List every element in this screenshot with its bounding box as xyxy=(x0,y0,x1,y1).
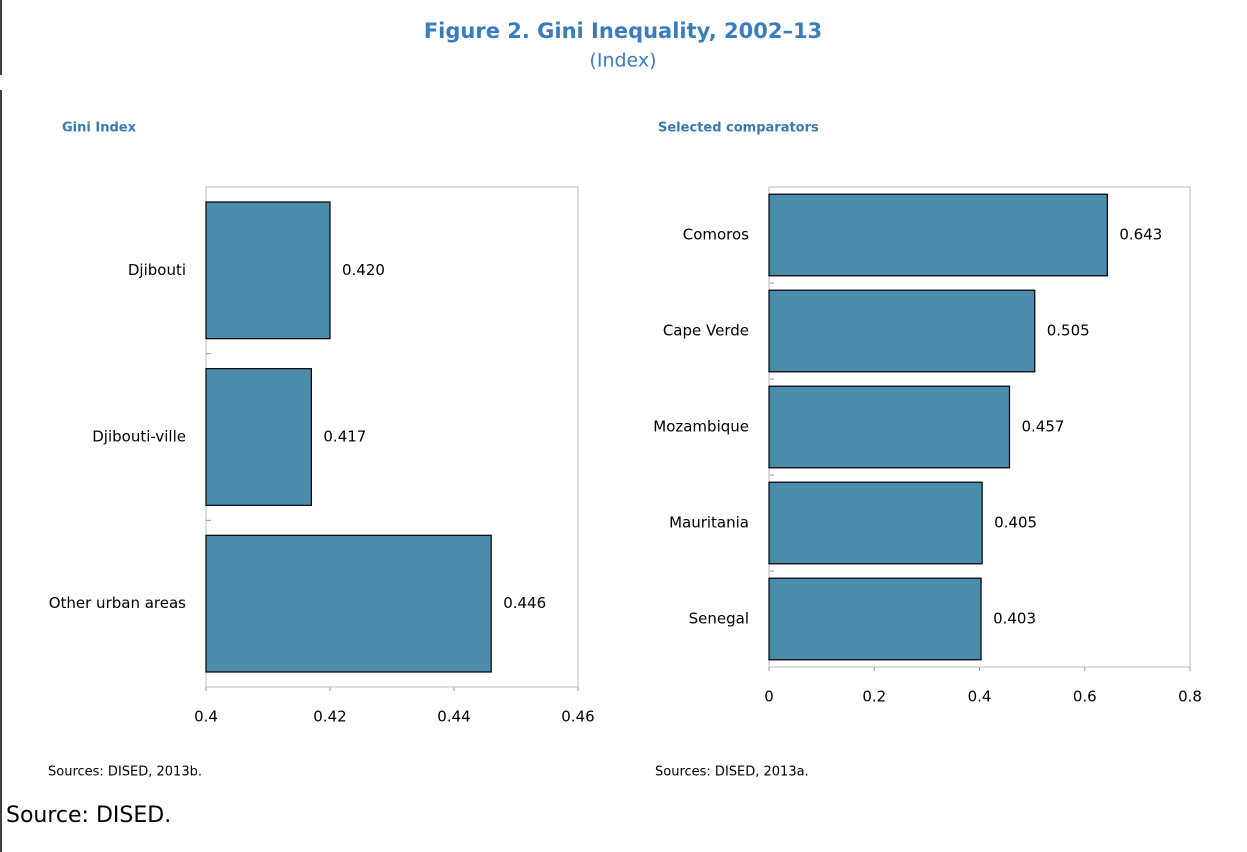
x-tick-label: 0.4 xyxy=(194,708,218,726)
bar xyxy=(205,534,492,673)
bar xyxy=(768,481,983,565)
x-tick-label: 0.46 xyxy=(561,708,594,726)
y-tick-label: Other urban areas xyxy=(49,594,186,612)
y-tick-label: Comoros xyxy=(683,226,749,244)
bar xyxy=(768,193,1108,277)
source-note: Sources: DISED, 2013b. xyxy=(48,765,202,780)
x-tick-label: 0.8 xyxy=(1178,688,1202,706)
panel-title: Selected comparators xyxy=(658,121,819,136)
panel-title: Gini Index xyxy=(62,121,137,136)
value-label: 0.643 xyxy=(1119,226,1162,244)
bar xyxy=(205,368,313,506)
footer: Source: DISED. xyxy=(6,803,171,828)
x-tick-label: 0 xyxy=(764,688,774,706)
bar xyxy=(768,289,1036,373)
bar xyxy=(768,577,982,661)
bar xyxy=(768,385,1011,469)
value-label: 0.403 xyxy=(993,610,1036,628)
y-tick-label: Cape Verde xyxy=(663,322,749,340)
x-tick-label: 0.42 xyxy=(313,708,346,726)
y-tick-label: Senegal xyxy=(689,610,749,628)
value-label: 0.420 xyxy=(342,261,385,279)
value-label: 0.457 xyxy=(1021,418,1064,436)
bar xyxy=(205,201,331,340)
value-label: 0.405 xyxy=(994,514,1037,532)
x-tick-label: 0.2 xyxy=(862,688,886,706)
source-note: Sources: DISED, 2013a. xyxy=(655,765,809,780)
value-label: 0.505 xyxy=(1047,322,1090,340)
y-tick-label: Mauritania xyxy=(669,514,749,532)
y-tick-label: Mozambique xyxy=(653,418,749,436)
x-tick-label: 0.4 xyxy=(968,688,992,706)
x-tick-label: 0.44 xyxy=(437,708,470,726)
chart-title: Figure 2. Gini Inequality, 2002–13 xyxy=(424,19,822,43)
y-tick-label: Djibouti-ville xyxy=(92,428,186,446)
value-label: 0.417 xyxy=(323,428,366,446)
chart-subtitle: (Index) xyxy=(589,50,656,72)
y-tick-label: Djibouti xyxy=(128,261,186,279)
x-tick-label: 0.6 xyxy=(1073,688,1097,706)
value-label: 0.446 xyxy=(503,594,546,612)
